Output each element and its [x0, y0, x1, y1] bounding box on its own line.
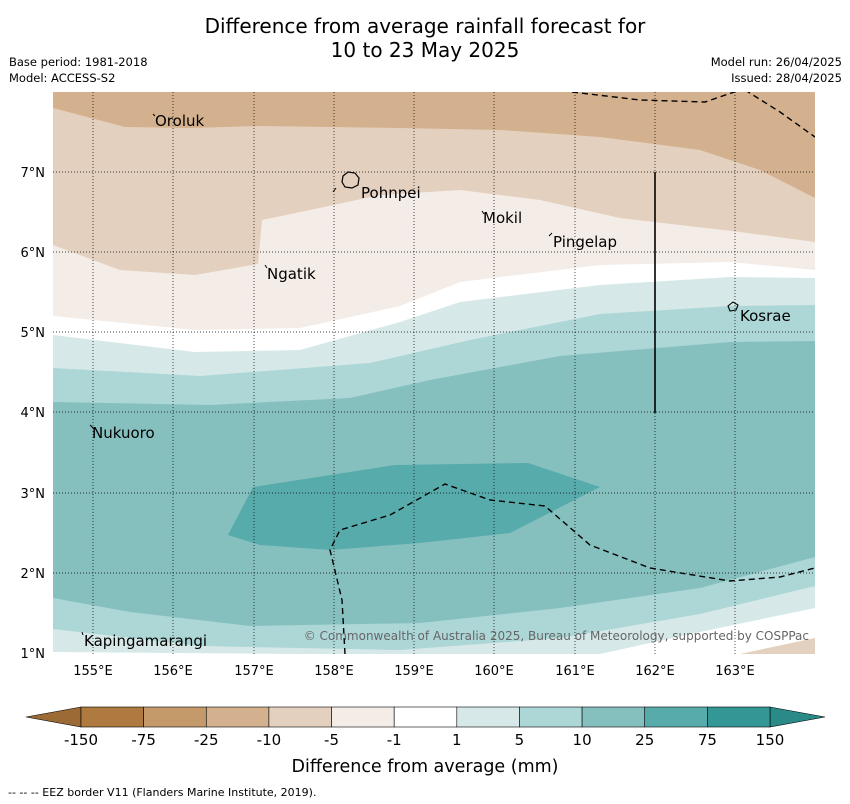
colorbar-label: 25: [635, 731, 654, 749]
band-neg10-neg25: [53, 92, 815, 198]
colorbar-cell: [456, 706, 520, 728]
colorbar-title: Difference from average (mm): [291, 757, 558, 777]
label-mokil: Mokil: [483, 209, 522, 227]
colorbar-label: -10: [257, 731, 282, 749]
label-oroluk: Oroluk: [155, 112, 204, 130]
colorbar-label: 150: [756, 731, 785, 749]
issued-date: Issued: 28/04/2025: [731, 71, 842, 85]
lon-label: 155°E: [73, 664, 113, 679]
colorbar-label: -75: [131, 731, 156, 749]
colorbar-label: -25: [194, 731, 219, 749]
colorbar-label: -5: [324, 731, 339, 749]
colorbar-under-arrow: [25, 706, 82, 728]
pohnpei-island-shape: [341, 171, 360, 189]
lon-axis-labels: 155°E 156°E 157°E 158°E 159°E 160°E 161°…: [73, 664, 755, 679]
colorbar-cell: [80, 706, 144, 728]
colorbar-label: -1: [387, 731, 402, 749]
band-1-5-bottom: [53, 608, 815, 654]
colorbar-cell: [644, 706, 708, 728]
lat-label: 6°N: [21, 246, 46, 261]
colorbar-cell: [143, 706, 207, 728]
label-kosrae: Kosrae: [740, 307, 791, 325]
colorbar-cell: [519, 706, 583, 728]
map-panel: Oroluk Pohnpei Mokil Pingelap Ngatik Kos…: [53, 92, 815, 654]
kosrae-island-shape: [727, 301, 739, 312]
colorbar-label: 75: [698, 731, 717, 749]
eez-border: [329, 92, 815, 654]
lon-label: 157°E: [234, 664, 274, 679]
label-pingelap: Pingelap: [553, 233, 617, 251]
lat-label: 5°N: [21, 326, 46, 341]
lon-label: 161°E: [555, 664, 595, 679]
colorbar-label: 1: [452, 731, 462, 749]
colorbar-cell: [581, 706, 646, 728]
chart-title-line2: 10 to 23 May 2025: [330, 38, 520, 62]
lat-label: 2°N: [21, 567, 46, 582]
label-ngatik: Ngatik: [267, 265, 316, 283]
lat-label: 1°N: [21, 647, 46, 662]
lat-label: 7°N: [21, 166, 46, 181]
colorbar: -150 -75 -25 -10 -5 -1 1 5 10 25 75 150 Difference …: [25, 706, 826, 777]
model-name: Model: ACCESS-S2: [9, 71, 116, 85]
label-nukuoro: Nukuoro: [92, 424, 155, 442]
colorbar-cell: [707, 706, 771, 728]
colorbar-over-arrow: [769, 706, 826, 728]
place-labels: Oroluk Pohnpei Mokil Pingelap Ngatik Kos…: [84, 112, 791, 650]
lon-label: 163°E: [715, 664, 755, 679]
eez-footnote: -- -- -- EEZ border V11 (Flanders Marine…: [8, 786, 317, 799]
lon-label: 159°E: [394, 664, 434, 679]
lat-label: 3°N: [21, 487, 46, 502]
band-neg-south: [740, 638, 815, 654]
lon-label: 158°E: [314, 664, 354, 679]
colorbar-cell: [331, 706, 395, 728]
model-run: Model run: 26/04/2025: [710, 55, 842, 69]
graticule: [53, 92, 815, 654]
colorbar-cell: [393, 706, 458, 728]
colorbar-cell: [268, 706, 332, 728]
colorbar-label: 10: [573, 731, 592, 749]
lon-label: 160°E: [474, 664, 514, 679]
lon-label: 162°E: [635, 664, 675, 679]
lat-axis-labels: 7°N 6°N 5°N 4°N 3°N 2°N 1°N: [21, 166, 46, 662]
lat-label: 4°N: [21, 406, 46, 421]
label-pohnpei: Pohnpei: [361, 184, 421, 202]
copyright-notice: © Commonwealth of Australia 2025, Bureau…: [304, 629, 809, 643]
colorbar-cell: [205, 706, 270, 728]
colorbar-label: 5: [515, 731, 525, 749]
lon-label: 156°E: [153, 664, 193, 679]
atoll-markers: [81, 113, 553, 636]
label-kapingamarangi: Kapingamarangi: [84, 632, 207, 650]
pohnpei-outlier-shape: [332, 187, 337, 193]
chart-title-line1: Difference from average rainfall forecas…: [204, 14, 646, 38]
band-5-10: [53, 586, 815, 654]
colorbar-label: -150: [64, 731, 98, 749]
base-period: Base period: 1981-2018: [9, 55, 148, 69]
